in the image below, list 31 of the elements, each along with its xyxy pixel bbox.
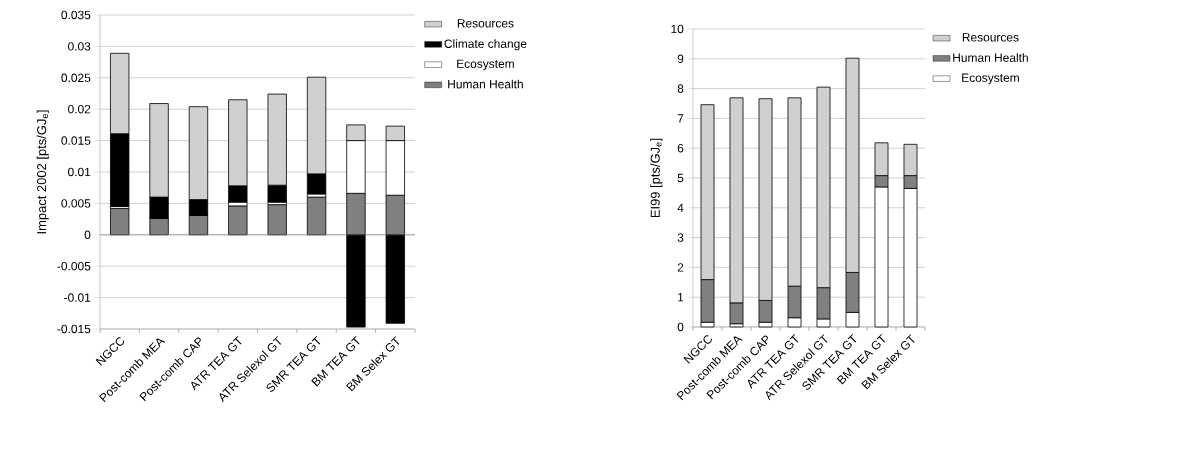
- y-tick-label: 5: [677, 173, 684, 183]
- y-tick-label: -0.01: [64, 293, 91, 302]
- y-tick-label: 0: [84, 230, 91, 240]
- y-tick-label: 0.035: [61, 10, 91, 20]
- legend-label: Ecosystem: [962, 73, 1019, 85]
- y-tick-label: 7: [677, 114, 684, 123]
- legend-label: Ecosystem: [457, 59, 514, 71]
- y-tick-label: 2: [677, 263, 684, 272]
- y-tick-label: 0.005: [61, 199, 91, 208]
- y-tick-label: 9: [677, 54, 684, 64]
- legend-label: Human Health: [448, 79, 523, 89]
- y-tick-label: 0: [677, 322, 684, 332]
- legend-label: Human Health: [953, 53, 1028, 62]
- y-tick-label: 10: [671, 24, 684, 34]
- y-tick-label: 4: [677, 203, 684, 212]
- y-tick-label: 0.01: [68, 167, 91, 177]
- y-tick-label: 3: [677, 233, 684, 242]
- y-tick-label: -0.005: [57, 261, 91, 271]
- y-tick-label: 0.03: [68, 42, 91, 51]
- y-tick-label: 8: [677, 84, 684, 93]
- y-tick-label: 6: [677, 143, 684, 153]
- y-tick-label: 0.02: [68, 104, 91, 114]
- y-tick-label: 0.025: [61, 73, 91, 83]
- legend-label: Climate change: [444, 39, 527, 51]
- y-axis-title: Impact 2002 [pts/GJ$_{e}$]: [36, 110, 49, 234]
- y-tick-label: 1: [678, 293, 684, 302]
- y-tick-label: -0.015: [57, 324, 91, 334]
- y-tick-label: 0.015: [61, 136, 91, 145]
- y-axis-title: EI99 [pts/GJ$_{e}$]: [650, 138, 663, 218]
- legend-label: Resources: [457, 19, 514, 28]
- legend-label: Resources: [962, 33, 1019, 42]
